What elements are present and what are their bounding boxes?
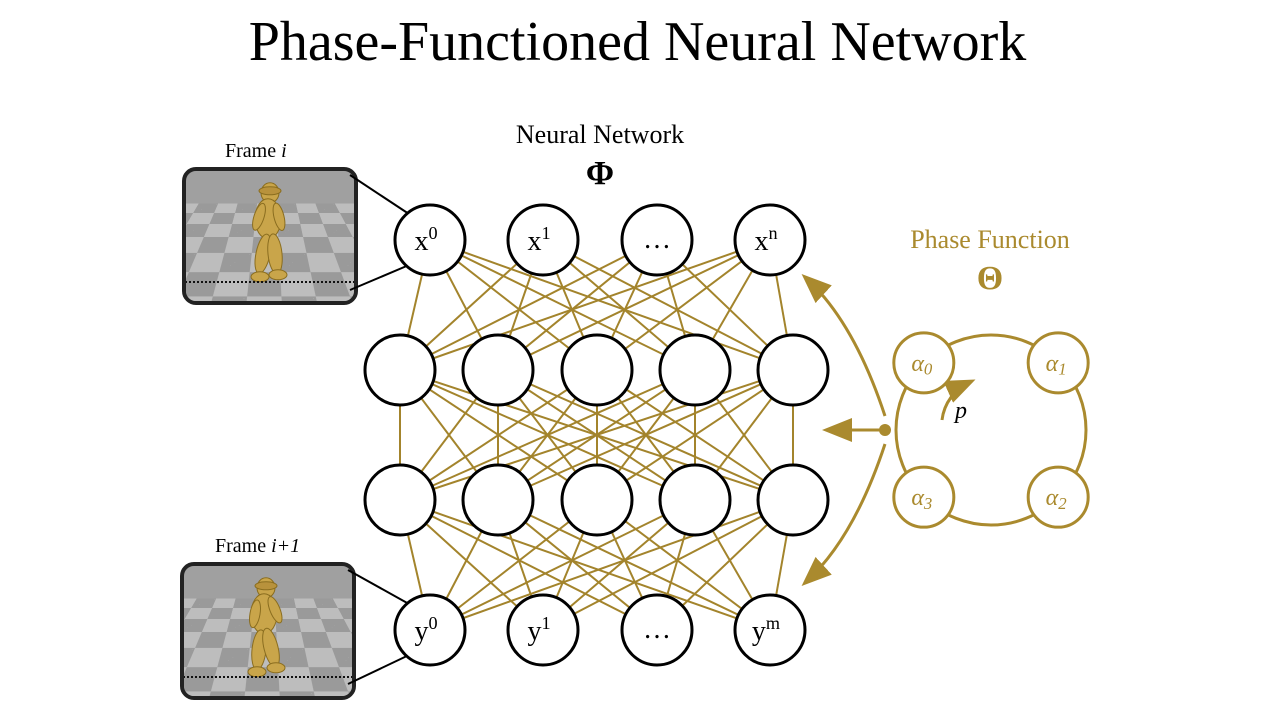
phase-ring (896, 335, 1086, 525)
svg-text:α3: α3 (911, 485, 932, 513)
svg-text:…: … (643, 224, 671, 255)
nn-edges (400, 240, 793, 630)
phase-node (1028, 467, 1088, 527)
nn-node (562, 335, 632, 405)
nn-node (758, 465, 828, 535)
phi-symbol: Φ (470, 155, 730, 193)
nn-node (562, 465, 632, 535)
nn-node (735, 205, 805, 275)
frame-i1-figure (233, 574, 303, 684)
phase-arrows (806, 278, 891, 582)
nn-node (395, 595, 465, 665)
nn-node (622, 205, 692, 275)
nn-node (463, 465, 533, 535)
svg-text:α1: α1 (1046, 350, 1067, 378)
phase-node (894, 333, 954, 393)
nn-node (365, 465, 435, 535)
phase-node (1028, 333, 1088, 393)
frame-i1-box (180, 562, 356, 700)
svg-text:x1: x1 (527, 223, 550, 257)
nn-node (508, 205, 578, 275)
frame-i-label: Frame i (225, 140, 287, 163)
nn-node (735, 595, 805, 665)
svg-text:y1: y1 (527, 613, 550, 647)
frame-i1-label: Frame i+1 (215, 535, 300, 558)
phase-nodes (894, 333, 1088, 527)
nn-node (395, 205, 465, 275)
theta-symbol: Θ (870, 260, 1110, 298)
frame-i-figure (235, 179, 305, 289)
svg-text:y0: y0 (414, 613, 437, 647)
svg-text:α0: α0 (911, 350, 933, 378)
phase-node (894, 467, 954, 527)
svg-text:ym: ym (752, 613, 780, 647)
nn-node (463, 335, 533, 405)
phase-label: Phase Function (870, 225, 1110, 255)
svg-text:α2: α2 (1046, 485, 1068, 513)
nn-node (660, 335, 730, 405)
nn-node (758, 335, 828, 405)
page-title: Phase-Functioned Neural Network (0, 10, 1275, 74)
nn-node (365, 335, 435, 405)
nn-nodes (365, 205, 828, 665)
nn-node (660, 465, 730, 535)
frame-i-box (182, 167, 358, 305)
nn-label: Neural Network (470, 120, 730, 150)
svg-text:…: … (643, 614, 671, 645)
nn-node (508, 595, 578, 665)
svg-text:x0: x0 (414, 223, 437, 257)
frame-i-trajectory (182, 281, 358, 283)
frame-i1-trajectory (180, 676, 356, 678)
svg-text:xn: xn (754, 223, 777, 257)
p-label: p (955, 398, 967, 425)
nn-node (622, 595, 692, 665)
